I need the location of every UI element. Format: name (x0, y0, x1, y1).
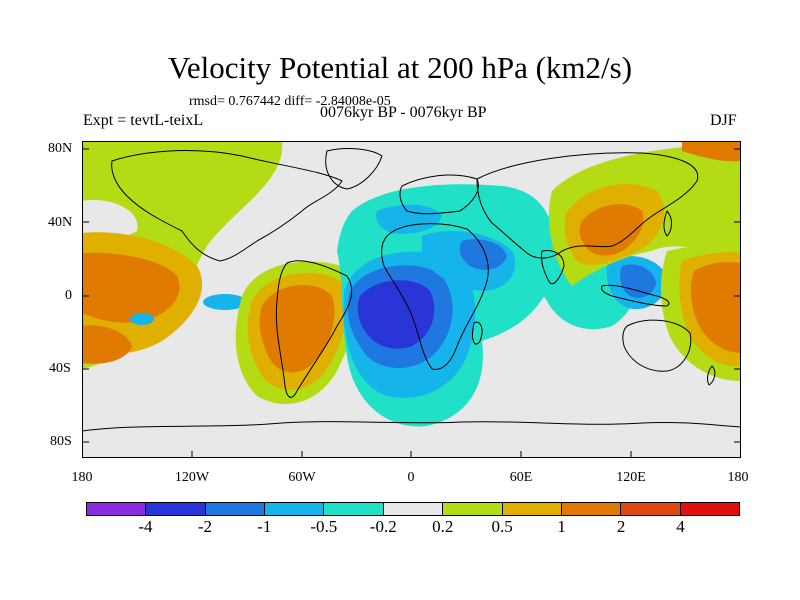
lon-label-60e: 60E (509, 470, 533, 485)
contour-east-pacific-orange (690, 261, 741, 353)
coastline-north-america (111, 150, 343, 262)
colorbar-tick-label: -0.5 (310, 517, 338, 536)
colorbar-swatch (205, 503, 266, 515)
colorbar-swatch (561, 503, 622, 515)
colorbar (86, 502, 740, 516)
colorbar-swatch (146, 503, 206, 515)
lat-label-40n: 40N (48, 215, 73, 230)
coastline-japan (663, 210, 672, 237)
colorbar-swatch (87, 503, 147, 515)
colorbar-tick-label: -2 (197, 517, 212, 536)
colorbar-tick-label: 0.2 (432, 517, 454, 536)
colorbar-tick-label: 0.5 (491, 517, 513, 536)
coastline-madagascar (472, 321, 483, 345)
contour-east-asia-orange (579, 204, 644, 256)
coastline-new-zealand (707, 365, 716, 386)
lon-label-120e: 120E (616, 470, 646, 485)
colorbar-swatch (265, 503, 325, 515)
contour-middle-east-blue (459, 239, 507, 270)
colorbar-tick-label: 1 (557, 517, 566, 536)
lat-label-40s: 40S (49, 361, 71, 376)
stats-text: rmsd= 0.767442 diff= -2.84008e-05 (189, 94, 391, 109)
colorbar-swatch (680, 503, 739, 515)
season-label: DJF (710, 112, 737, 129)
map-title: Velocity Potential at 200 hPa (km2/s) (167, 50, 633, 85)
colorbar-tick-label: -0.2 (369, 517, 397, 536)
coastline-south-america (275, 260, 353, 398)
colorbar-tick-label: -1 (257, 517, 272, 536)
colorbar-swatch (621, 503, 681, 515)
contour-northwest-hole (82, 200, 138, 239)
contour-maritime-blue (620, 264, 656, 298)
contour-africa-deep-blue (357, 280, 435, 349)
contour-south-america-orange (259, 284, 335, 373)
coastline-australia (622, 319, 692, 372)
colorbar-swatch (502, 503, 562, 515)
coastline-greenland (325, 148, 383, 190)
colorbar-tick-label: 2 (616, 517, 626, 536)
contour-cyan-spot-1 (203, 294, 247, 310)
velocity-potential-map (82, 141, 741, 458)
contour-west-pacific-orange-south (82, 325, 132, 364)
colorbar-swatch (324, 503, 384, 515)
coastline-antarctica (82, 421, 741, 432)
colorbar-tick-label: 4 (676, 517, 685, 536)
coastline-africa (381, 223, 489, 370)
lat-label-80n: 80N (48, 141, 73, 156)
period-label: 0076kyr BP - 0076kyr BP (320, 104, 487, 121)
coastline-india (541, 250, 565, 285)
colorbar-swatch (383, 503, 444, 515)
colorbar-tick-label: -4 (138, 517, 153, 536)
lon-label-120w: 120W (174, 470, 210, 485)
contour-north-pacific-orange (682, 141, 741, 162)
coastline-europe (399, 174, 479, 215)
lat-label-80s: 80S (50, 434, 72, 449)
experiment-label: Expt = tevtL-teixL (83, 112, 204, 129)
lon-label-180w: 180 (71, 470, 93, 485)
contour-cyan-spot-2 (130, 313, 154, 325)
contour-west-pacific-orange (82, 252, 180, 323)
colorbar-swatch (443, 503, 503, 515)
lon-label-0: 0 (407, 470, 415, 485)
lon-label-180e: 180 (727, 470, 749, 485)
lon-label-60w: 60W (288, 470, 316, 485)
coastline-asia (476, 152, 699, 259)
contour-north-africa-cyan (376, 204, 442, 234)
lat-label-0: 0 (65, 288, 72, 303)
coastline-indonesia (601, 284, 670, 307)
